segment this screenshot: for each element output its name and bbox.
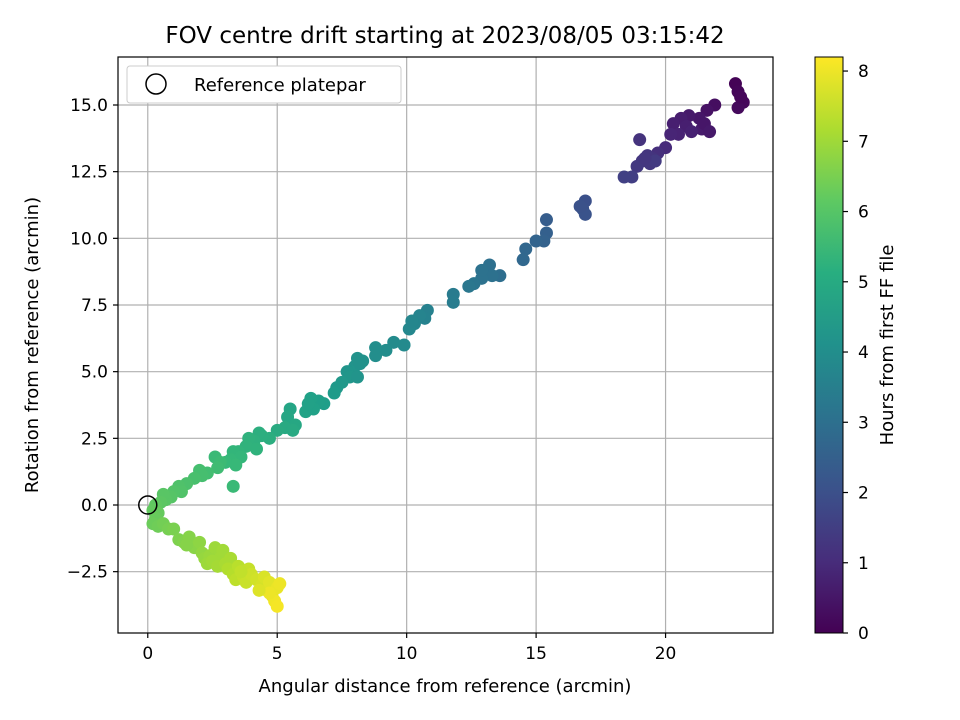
y-axis-ticks: −2.5 0.0 2.5 5.0 7.5 10.0 12.5 15.0 [67,96,118,583]
x-tick-label: 15 [525,644,547,664]
scatter-point [250,442,264,456]
scatter-point [270,599,284,613]
chart-title: FOV centre drift starting at 2023/08/05 … [165,23,724,49]
scatter-point [234,565,248,579]
colorbar-tick-label: 3 [858,413,869,433]
scatter-point [475,263,489,277]
scatter-point [224,551,238,565]
y-tick-label: −2.5 [67,563,108,583]
scatter-point [573,199,587,213]
scatter-point [180,538,194,552]
y-tick-label: 15.0 [70,96,108,116]
scatter-point [630,159,644,173]
scatter-point [167,522,181,536]
scatter-point [703,125,717,139]
legend-marker-icon [145,73,167,95]
colorbar-ticks: 0 1 2 3 4 5 6 7 8 [843,62,869,644]
colorbar-tick-label: 4 [858,343,869,363]
scatter-point [734,90,748,104]
x-tick-label: 5 [272,644,283,664]
scatter-point [405,314,419,328]
scatter-point [539,213,553,227]
scatter-point [353,357,367,371]
scatter-point [327,386,341,400]
x-tick-label: 10 [396,644,418,664]
scatter-point [529,234,543,248]
legend-box [126,65,402,104]
y-tick-label: 12.5 [70,163,108,183]
x-axis-label: Angular distance from reference (arcmin) [259,676,632,697]
scatter-point [226,479,240,493]
y-axis-label: Rotation from reference (arcmin) [22,197,43,493]
scatter-point [281,410,295,424]
scatter-point [286,423,300,437]
scatter-point [516,253,530,267]
colorbar-tick-label: 2 [858,484,869,504]
scatter-point [684,125,698,139]
scatter-point [666,117,680,131]
plot-frame [117,56,774,634]
colorbar-gradient [814,56,844,634]
scatter-point [638,151,652,165]
scatter-point [519,242,533,256]
legend-label: Reference platepar [194,75,366,96]
scatter-point [229,458,243,472]
legend: Reference platepar [126,65,402,104]
scatter-point [617,170,631,184]
scatter-point [648,154,662,168]
scatter-point [379,343,393,357]
colorbar-tick-label: 5 [858,273,869,293]
y-tick-label: 5.0 [81,363,108,383]
scatter-point [273,577,287,591]
scatter-point [193,535,207,549]
scatter-point [731,101,745,115]
scatter-point [350,370,364,384]
colorbar-tick-label: 1 [858,554,869,574]
scatter-point [664,127,678,141]
colorbar: 0 1 2 3 4 5 6 7 8 Hours from first FF file [814,56,898,644]
scatter-point [211,461,225,475]
colorbar-tick-label: 0 [858,624,869,644]
y-tick-label: 7.5 [81,296,108,316]
scatter-point [216,543,230,557]
colorbar-tick-label: 7 [858,132,869,152]
x-tick-label: 0 [142,644,153,664]
scatter-point [262,586,276,600]
colorbar-tick-label: 8 [858,62,869,82]
y-tick-label: 2.5 [81,429,108,449]
scatter-point [397,338,411,352]
scatter-point [700,103,714,117]
y-tick-label: 0.0 [81,496,108,516]
scatter-point [301,397,315,411]
scatter-point [369,341,383,355]
scatter-point [633,133,647,147]
colorbar-tick-label: 6 [858,203,869,223]
scatter-point [485,269,499,283]
scatter-point [270,423,284,437]
scatter-point [387,335,401,349]
y-tick-label: 10.0 [70,229,108,249]
colorbar-label: Hours from first FF file [877,245,898,446]
scatter-point [252,583,266,597]
scatter-point [462,279,476,293]
reference-platepar-marker [138,495,158,515]
x-axis-ticks: 0 5 10 15 20 [142,633,676,664]
scatter-point [446,295,460,309]
x-tick-label: 20 [655,644,677,664]
scatter-points [146,77,750,613]
